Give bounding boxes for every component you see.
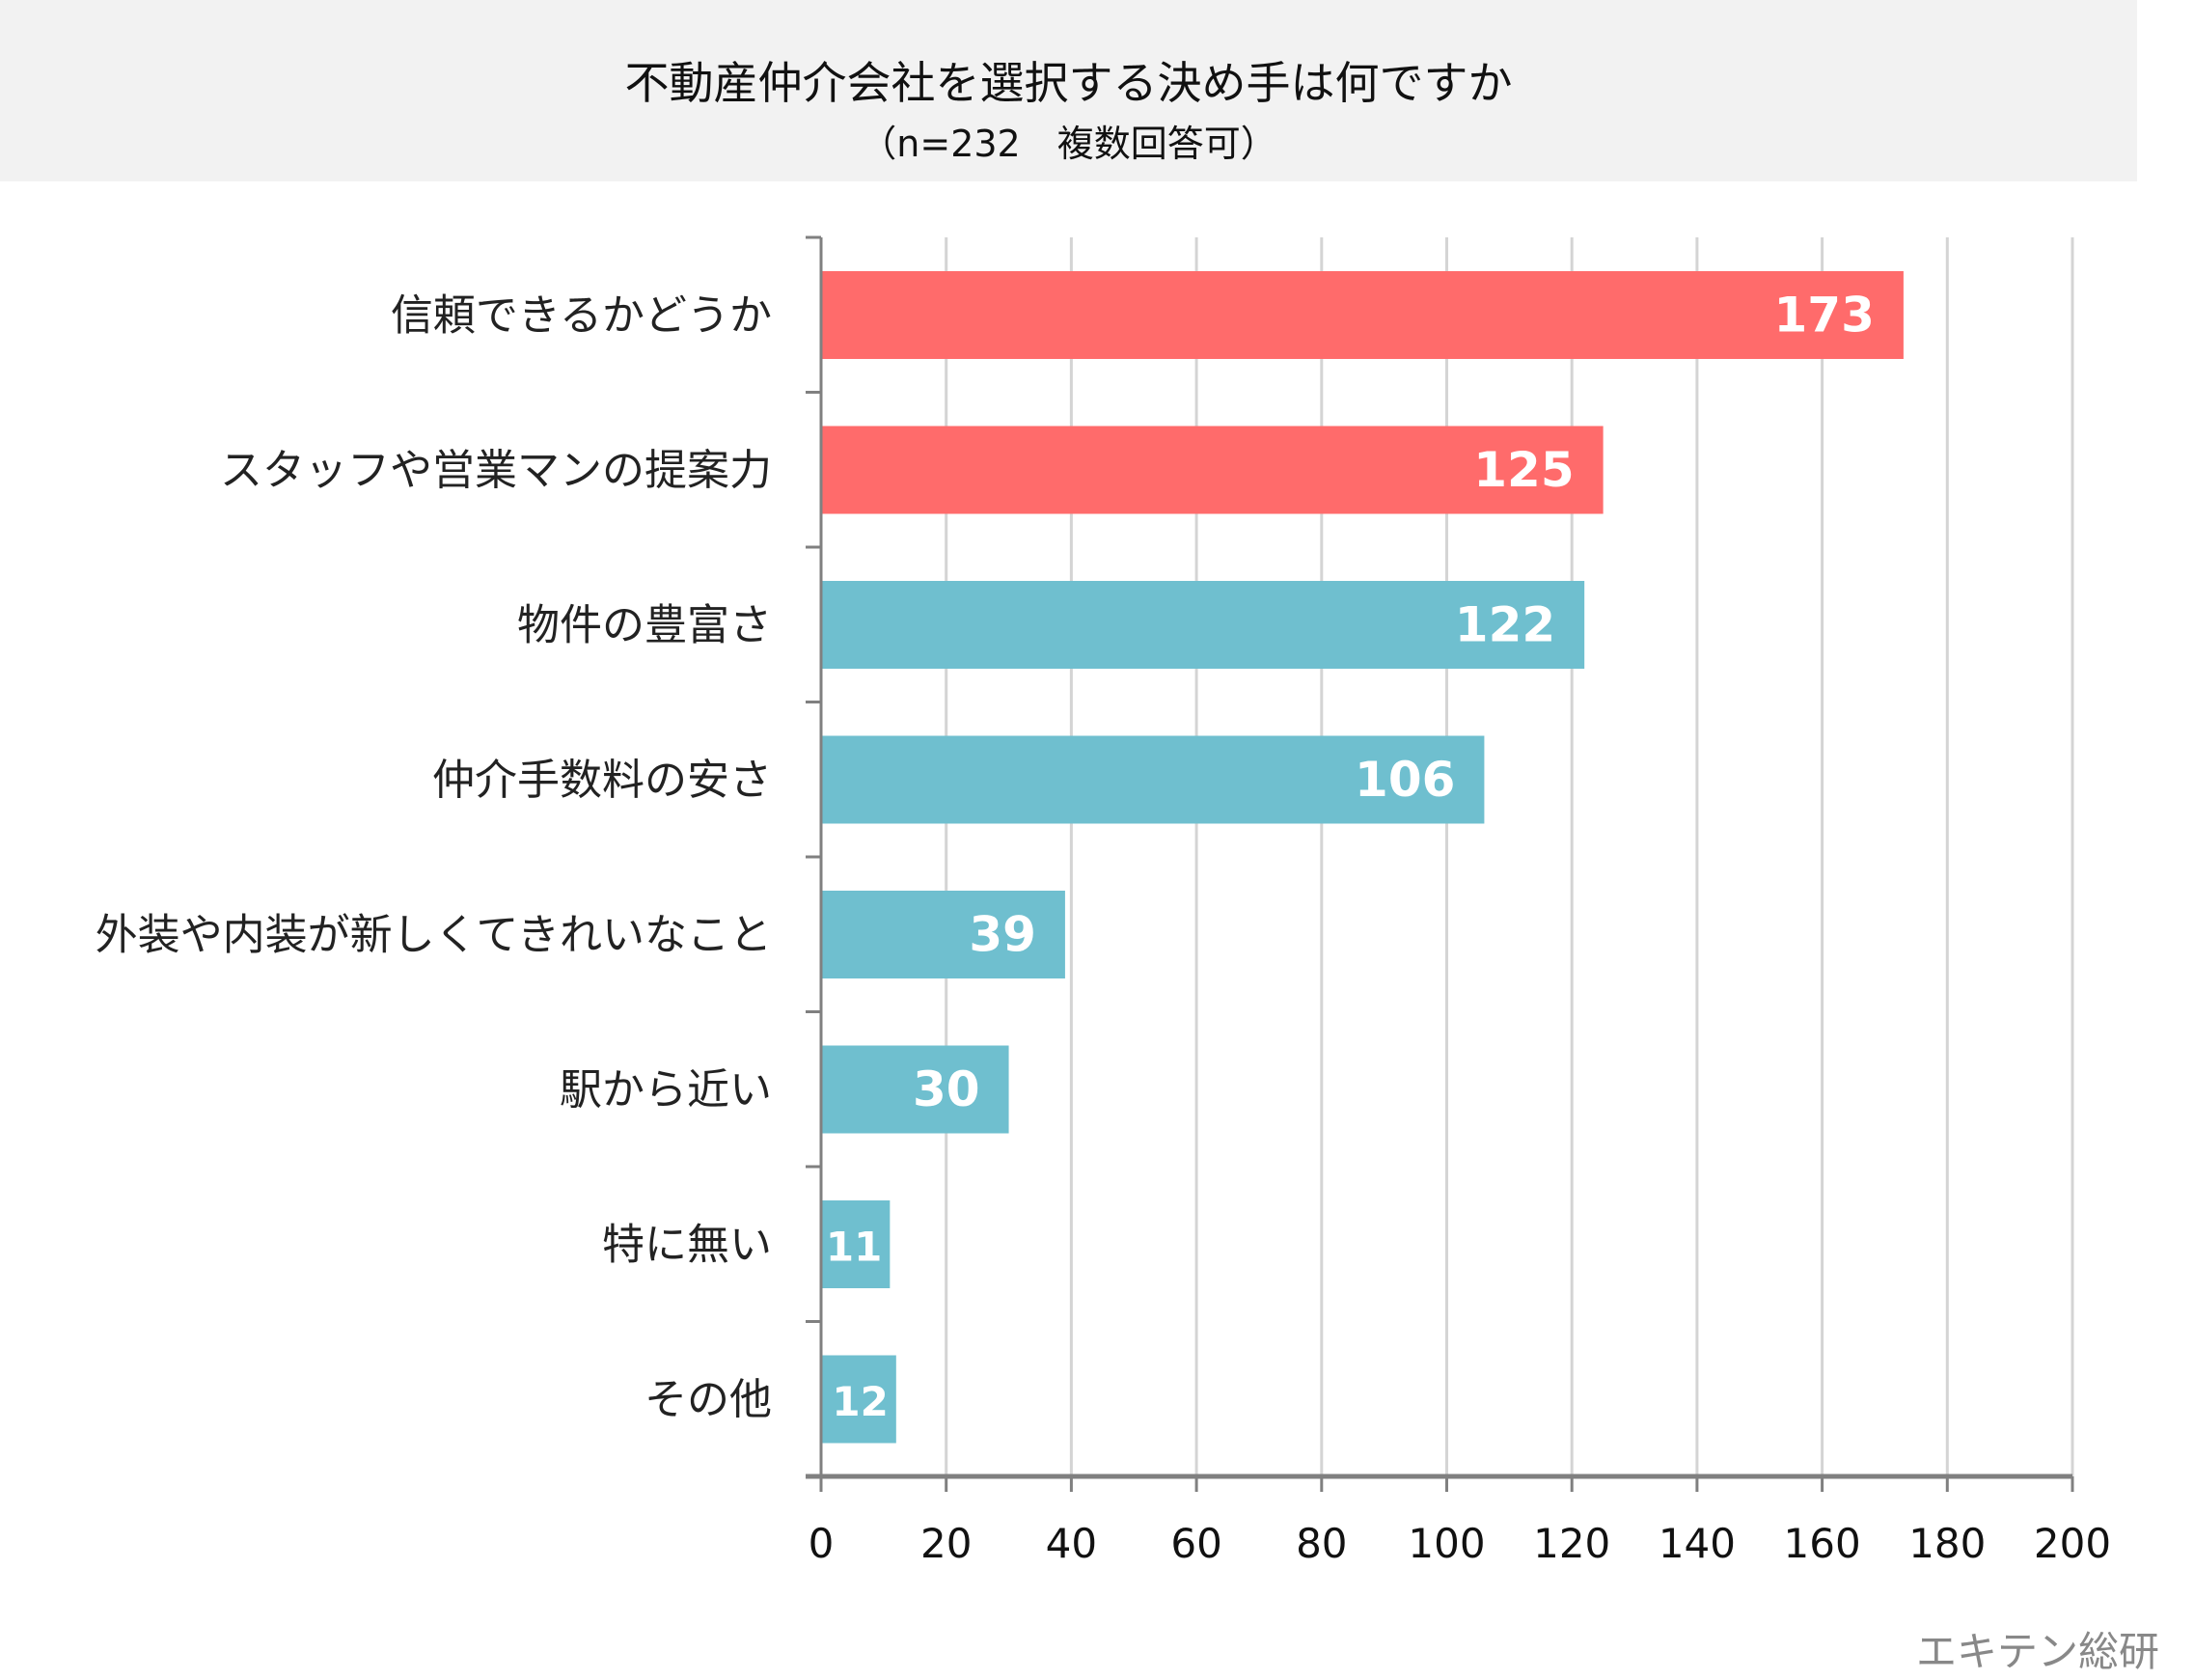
chart-subtitle: （n=232 複数回答可） (860, 123, 1277, 165)
category-label: 仲介手数料の安さ (432, 756, 772, 805)
bar (821, 426, 1604, 514)
x-tick-label: 200 (2034, 1520, 2111, 1567)
category-label: 物件の豊富さ (517, 601, 772, 650)
chart-title: 不動産仲介会社を選択する決め手は何ですか (624, 57, 1513, 109)
bar-value-label: 39 (969, 907, 1036, 963)
x-tick-label: 20 (920, 1520, 972, 1567)
x-tick-label: 80 (1296, 1520, 1347, 1567)
x-tick-label: 160 (1784, 1520, 1861, 1567)
x-tick-label: 100 (1408, 1520, 1485, 1567)
x-tick-label: 120 (1533, 1520, 1610, 1567)
bar-value-label: 106 (1355, 752, 1455, 808)
x-tick-label: 140 (1659, 1520, 1736, 1567)
x-tick-label: 40 (1046, 1520, 1097, 1567)
source-credit: エキテン総研 (1915, 1628, 2159, 1675)
category-label: その他 (644, 1375, 772, 1424)
chart-header: 不動産仲介会社を選択する決め手は何ですか （n=232 複数回答可） (0, 0, 2137, 181)
bar-value-label: 11 (826, 1224, 882, 1271)
bar (821, 1355, 896, 1444)
bar (821, 891, 1065, 978)
category-label: 外装や内装が新しくてきれいなこと (96, 911, 772, 960)
x-tick-label: 0 (809, 1520, 835, 1567)
category-label: スタッフや営業マンの提案力 (220, 446, 772, 495)
category-label: 信頼できるかどうか (391, 291, 772, 341)
bar (821, 1045, 1009, 1134)
category-label: 駅から近い (560, 1065, 772, 1115)
category-label: 特に無い (602, 1221, 772, 1270)
bar-value-label: 30 (913, 1061, 980, 1117)
bar (821, 581, 1585, 669)
bar-value-label: 12 (832, 1378, 888, 1425)
bar-value-label: 125 (1473, 442, 1574, 498)
x-tick-label: 180 (1908, 1520, 1986, 1567)
bar (821, 271, 1904, 359)
bar (821, 1200, 891, 1288)
bar-value-label: 122 (1455, 597, 1555, 653)
bar (821, 735, 1485, 824)
x-tick-label: 60 (1170, 1520, 1221, 1567)
bar-value-label: 173 (1774, 288, 1875, 344)
